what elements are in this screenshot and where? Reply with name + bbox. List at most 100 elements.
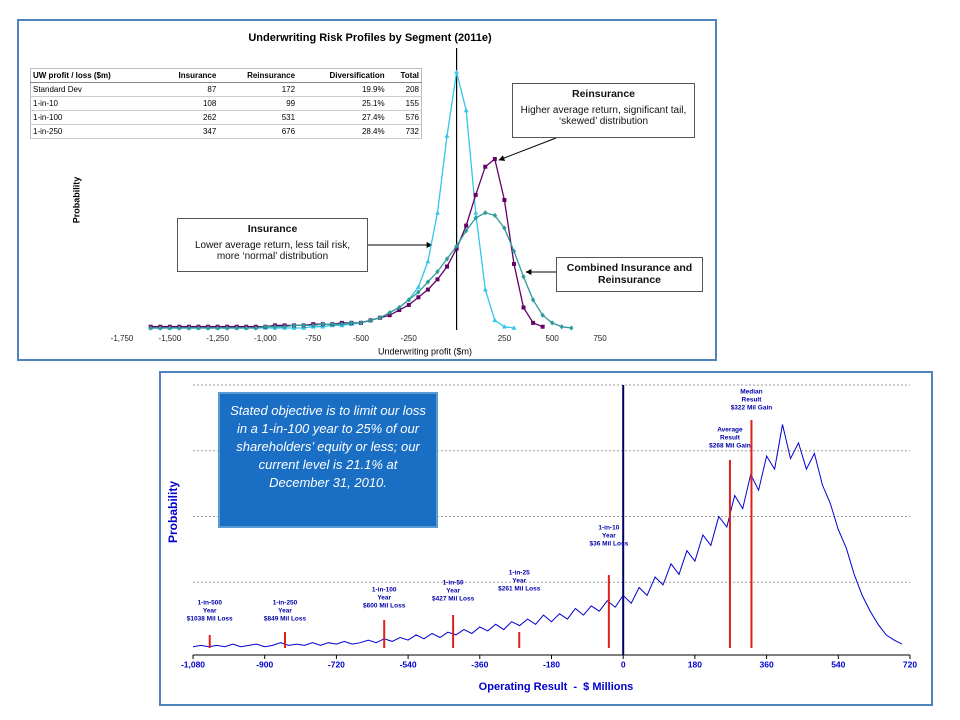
point	[540, 324, 545, 329]
table-cell: 262	[155, 110, 219, 125]
point	[559, 324, 564, 330]
table-cell: 1-in-10	[30, 96, 156, 111]
point	[416, 295, 421, 300]
series-line	[192, 424, 903, 648]
x-tick-label: 720	[903, 659, 917, 669]
marker-label: Average	[717, 427, 743, 434]
point	[521, 274, 526, 280]
point	[177, 325, 182, 331]
marker-label: 1-in-50	[443, 580, 464, 587]
table-cell: 108	[155, 96, 219, 111]
point	[253, 325, 259, 331]
point	[272, 324, 278, 330]
point	[502, 324, 507, 329]
table-cell: 87	[155, 82, 219, 97]
table-cell: 676	[218, 124, 298, 139]
x-tick-label: -750	[305, 334, 322, 343]
data-table: UW profit / loss ($m) Insurance Reinsuranc…	[30, 68, 422, 139]
point	[445, 264, 450, 269]
annotation-text: Lower average return, less tail risk, mo…	[194, 240, 351, 262]
table-cell: 155	[386, 96, 422, 111]
marker-label: $1038 Mil Loss	[187, 616, 233, 623]
marker-label: Median	[740, 389, 762, 396]
table-cell: Standard Dev	[30, 82, 156, 97]
point	[186, 325, 192, 331]
chart-title: Underwriting Risk Profiles by Segment (2…	[248, 32, 492, 44]
table-cell: 347	[155, 124, 219, 139]
x-axis-title: Operating Result - $ Millions	[479, 681, 634, 693]
point	[464, 223, 469, 228]
header-cell: Insurance	[155, 68, 219, 83]
marker-label: Year	[512, 578, 526, 585]
x-tick-label: -360	[471, 659, 488, 669]
point	[368, 317, 373, 323]
point	[377, 315, 383, 321]
header-cell: UW profit / loss ($m)	[30, 68, 156, 83]
marker-label: 1-in-500	[197, 600, 222, 607]
point	[435, 277, 440, 282]
table-cell: 99	[218, 96, 298, 111]
marker-label: Result	[742, 397, 763, 404]
marker-label: 1-in-250	[273, 600, 298, 607]
point	[550, 320, 555, 326]
x-tick-label: 0	[621, 659, 626, 669]
point	[291, 322, 297, 329]
point	[483, 210, 488, 216]
point	[339, 321, 345, 327]
point	[224, 325, 230, 331]
marker-label: $427 Mil Loss	[432, 596, 475, 603]
marker-label: $268 Mil Gain	[709, 443, 751, 450]
x-tick-label: 360	[760, 659, 774, 669]
x-tick-label: -900	[256, 659, 273, 669]
point	[358, 320, 364, 326]
point	[530, 297, 536, 303]
point	[482, 287, 488, 292]
point	[415, 284, 421, 289]
point	[397, 304, 402, 311]
x-tick-label: 500	[546, 334, 560, 343]
table-cell: 1-in-250	[30, 124, 156, 139]
table-cell: 732	[386, 124, 422, 139]
point	[463, 107, 469, 113]
header-cell: Reinsurance	[218, 68, 298, 83]
annotation-box: Combined Insurance and Reinsurance	[556, 257, 703, 292]
point	[215, 325, 220, 331]
table-cell: 25.1%	[297, 96, 387, 111]
table-row: 1-in-250 347 676 28.4% 732	[30, 124, 422, 139]
x-tick-label: -1,000	[254, 334, 277, 343]
point	[425, 279, 431, 285]
point	[301, 322, 306, 329]
table-row: 1-in-100 262 531 27.4% 576	[30, 110, 422, 125]
annotation-title: Combined Insurance and Reinsurance	[566, 262, 693, 286]
x-tick-label: -250	[401, 334, 418, 343]
point	[492, 212, 498, 218]
x-tick-label: -180	[543, 659, 560, 669]
x-tick-label: -1,750	[111, 334, 134, 343]
point	[387, 310, 392, 316]
point	[473, 210, 479, 215]
marker-label: $322 Mil Gain	[731, 405, 773, 412]
point	[406, 302, 411, 307]
point	[444, 133, 450, 138]
x-tick-label: 750	[593, 334, 607, 343]
point	[502, 225, 507, 231]
point	[244, 325, 249, 331]
point	[148, 325, 153, 331]
x-tick-label: -1,080	[181, 659, 205, 669]
table-cell: 576	[386, 110, 422, 125]
table-cell: 1-in-100	[30, 110, 156, 125]
x-tick-label: -500	[353, 334, 370, 343]
point	[531, 320, 536, 325]
marker-label: $600 Mil Loss	[363, 603, 406, 610]
table-cell: 19.9%	[297, 82, 387, 97]
marker-label: Year	[203, 608, 217, 615]
x-axis-title: Underwriting profit ($m)	[378, 346, 472, 356]
point	[454, 69, 459, 74]
point	[444, 256, 450, 262]
marker-label: Year	[377, 595, 391, 602]
table-cell: 28.4%	[297, 124, 387, 139]
callout: Stated objective is to limit our loss in…	[218, 392, 438, 528]
point	[425, 258, 431, 264]
marker-label: Year	[446, 588, 460, 595]
point	[406, 297, 411, 303]
